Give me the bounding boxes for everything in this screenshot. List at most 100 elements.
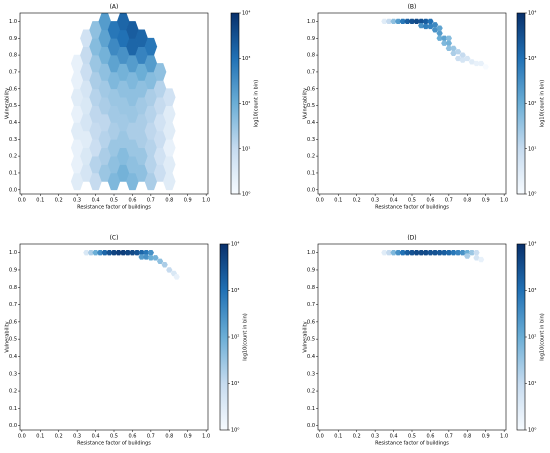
hex-cell <box>80 46 93 64</box>
x-tick-label: 1.0 <box>202 198 210 204</box>
y-tick-label: 0.8 <box>9 285 17 291</box>
x-tick-label: 0.4 <box>390 198 398 204</box>
hex-cell <box>468 59 476 65</box>
hex-cell <box>422 249 429 256</box>
hex-cell <box>395 249 402 256</box>
hexbin-cells <box>83 249 180 280</box>
hex-cell <box>126 88 139 106</box>
x-tick-label: 0.1 <box>36 434 44 440</box>
x-tick-label: 0.8 <box>165 198 173 204</box>
hex-cell <box>153 80 167 98</box>
hex-cell <box>436 249 443 256</box>
hex-cell <box>87 249 95 256</box>
hex-cell <box>477 60 485 67</box>
x-tick-label: 0.5 <box>408 434 416 440</box>
colorbar-label: log10(count in bin) <box>243 313 249 361</box>
y-tick-label: 0.4 <box>307 120 315 126</box>
colorbar-tick-label: 10³ <box>242 56 250 62</box>
hex-cell <box>441 35 448 41</box>
y-tick-label: 0.9 <box>9 267 17 273</box>
hex-cell <box>126 105 139 123</box>
hex-cell <box>445 40 452 46</box>
y-tick-label: 0.0 <box>9 423 17 429</box>
hex-cell <box>70 155 84 174</box>
x-tick-label: 0.0 <box>18 198 26 204</box>
hex-cell <box>107 155 121 174</box>
hex-cell <box>116 80 130 98</box>
hex-cell <box>413 249 420 256</box>
x-tick-label: 0.3 <box>371 198 379 204</box>
x-tick-label: 0.1 <box>334 434 342 440</box>
hex-cell <box>98 13 112 31</box>
x-tick-label: 0.3 <box>73 198 81 204</box>
colorbar <box>219 243 229 431</box>
hex-cell <box>445 45 452 51</box>
hex-cell <box>135 29 148 48</box>
y-tick-label: 1.0 <box>9 250 17 256</box>
colorbar-tick-label: 10³ <box>528 288 536 294</box>
chart-title: (A) <box>110 4 119 11</box>
y-tick-label: 0.9 <box>9 36 17 42</box>
hex-cell <box>98 147 112 165</box>
colorbar <box>230 12 240 195</box>
hex-cell <box>153 63 167 81</box>
hexbin-cells <box>70 13 176 191</box>
y-tick-label: 0.0 <box>307 423 315 429</box>
hex-cell <box>116 96 130 115</box>
hex-cell <box>135 80 148 98</box>
y-tick-label: 0.3 <box>9 371 17 377</box>
y-tick-label: 0.8 <box>307 285 315 291</box>
hex-cell <box>144 88 158 106</box>
x-axis-label: Resistance factor of buildings <box>77 205 151 211</box>
x-tick-label: 0.0 <box>316 434 324 440</box>
hex-cell <box>126 71 139 90</box>
hexbin-cells <box>381 249 485 263</box>
hex-cell <box>89 122 102 140</box>
y-tick-label: 0.8 <box>307 53 315 59</box>
hex-cell <box>89 172 102 191</box>
hex-cell <box>107 37 121 56</box>
hex-cell <box>70 88 84 106</box>
hexbin-cells <box>381 18 489 70</box>
hex-cell <box>135 96 148 115</box>
y-tick-label: 1.0 <box>307 19 315 25</box>
hex-cell <box>422 23 429 30</box>
hex-cell <box>153 96 167 115</box>
hex-cell <box>89 88 102 106</box>
hex-cell <box>473 60 480 67</box>
hex-cell <box>399 249 406 256</box>
hex-cell <box>89 155 102 174</box>
hex-cell <box>107 105 121 123</box>
hex-cell <box>110 249 118 256</box>
hex-cell <box>166 267 173 273</box>
hex-cell <box>107 71 121 90</box>
hex-cell <box>116 29 130 48</box>
x-tick-label: 0.7 <box>445 434 453 440</box>
y-tick-label: 0.2 <box>307 154 315 160</box>
hex-cell <box>89 71 102 90</box>
hex-cell <box>70 138 84 157</box>
y-tick-label: 0.1 <box>307 170 315 176</box>
hex-cell <box>80 113 93 132</box>
hex-cell <box>129 249 136 256</box>
y-tick-label: 0.7 <box>9 69 17 75</box>
x-tick-label: 0.7 <box>445 198 453 204</box>
y-tick-label: 0.4 <box>9 120 17 126</box>
hex-cell <box>153 113 167 132</box>
hex-cell <box>106 249 113 256</box>
y-tick-label: 0.3 <box>307 371 315 377</box>
chart-title: (D) <box>407 235 416 242</box>
hex-cell <box>135 46 148 64</box>
hex-cell <box>135 147 148 165</box>
x-tick-label: 0.9 <box>482 198 490 204</box>
colorbar-label: log10(count in bin) <box>540 313 546 361</box>
hex-cell <box>144 155 158 174</box>
y-axis-label: Vulnerability <box>303 321 309 352</box>
hex-cell <box>445 35 452 41</box>
hex-cell <box>107 21 121 39</box>
hex-cell <box>98 96 112 115</box>
hex-cell <box>144 138 158 157</box>
colorbar-tick-label: 10³ <box>231 288 239 294</box>
hex-cell <box>163 155 176 174</box>
x-tick-label: 0.8 <box>463 434 471 440</box>
